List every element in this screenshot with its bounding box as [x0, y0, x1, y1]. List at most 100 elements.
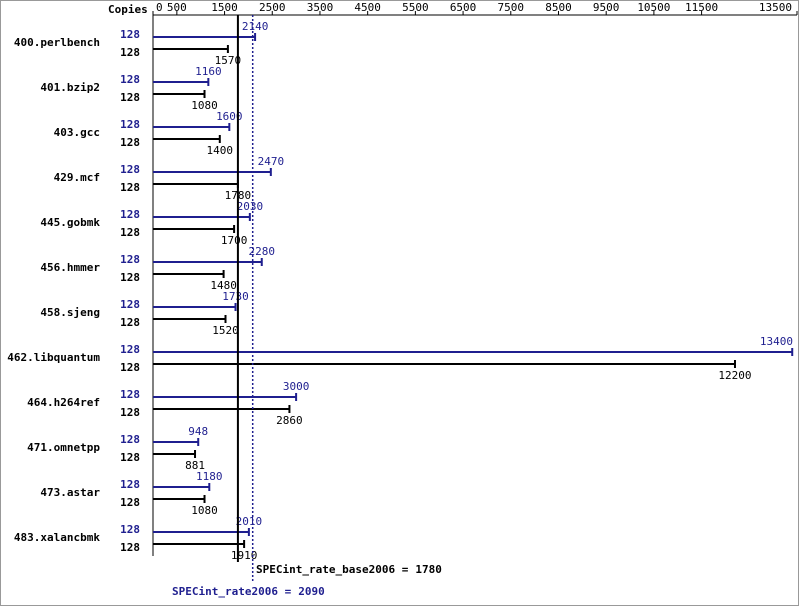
- value-label: 2470: [258, 155, 285, 168]
- value-label: 2280: [249, 245, 276, 258]
- reference-label: SPECint_rate2006 = 2090: [172, 585, 325, 598]
- copies-label: 128: [120, 91, 140, 104]
- bar: [153, 528, 250, 536]
- copies-label: 128: [120, 541, 140, 554]
- value-label: 1520: [212, 324, 239, 337]
- value-label: 2030: [237, 200, 264, 213]
- x-tick-label: 11500: [685, 1, 718, 14]
- bar: [153, 270, 225, 278]
- bar: [153, 540, 246, 548]
- reference-name: SPECint_rate2006 =: [172, 585, 292, 598]
- bar: [153, 90, 206, 98]
- bar: [153, 78, 210, 86]
- x-tick-label: 10500: [637, 1, 670, 14]
- copies-label: 128: [120, 271, 140, 284]
- value-label: 948: [188, 425, 208, 438]
- copies-label: 128: [120, 388, 140, 401]
- copies-label: 128: [120, 406, 140, 419]
- bar: [153, 483, 211, 491]
- copies-label: 128: [120, 298, 140, 311]
- category-label: 401.bzip2: [40, 81, 100, 94]
- value-label: 1480: [210, 279, 237, 292]
- value-label: 2010: [236, 515, 263, 528]
- bar: [153, 45, 229, 53]
- category-label: 471.omnetpp: [27, 441, 100, 454]
- x-tick-label: 500: [167, 1, 187, 14]
- category-label: 462.libquantum: [7, 351, 100, 364]
- x-tick-label: 1500: [211, 1, 238, 14]
- bar: [153, 405, 291, 413]
- x-tick-label: 9500: [593, 1, 620, 14]
- category-label: 483.xalancbmk: [14, 531, 100, 544]
- bar: [153, 135, 221, 143]
- value-label: 1080: [191, 99, 218, 112]
- category-label: 464.h264ref: [27, 396, 100, 409]
- value-label: 2140: [242, 20, 269, 33]
- reference-value: 1780: [415, 563, 442, 576]
- copies-label: 128: [120, 136, 140, 149]
- value-label: 13400: [760, 335, 793, 348]
- copies-label: 128: [120, 523, 140, 536]
- copies-label: 128: [120, 316, 140, 329]
- value-label: 2860: [276, 414, 303, 427]
- copies-label: 128: [120, 163, 140, 176]
- x-tick-label: 8500: [545, 1, 572, 14]
- copies-label: 128: [120, 226, 140, 239]
- category-label: 445.gobmk: [40, 216, 100, 229]
- bar: [153, 495, 206, 503]
- copies-label: 128: [120, 478, 140, 491]
- x-tick-label: 2500: [259, 1, 286, 14]
- bar: [153, 315, 227, 323]
- copies-label: 128: [120, 451, 140, 464]
- x-tick-label: 13500: [759, 1, 792, 14]
- value-label: 1570: [215, 54, 242, 67]
- bar: [153, 225, 236, 233]
- copies-label: 128: [120, 343, 140, 356]
- bar: [153, 348, 794, 356]
- copies-label: 128: [120, 28, 140, 41]
- category-label: 458.sjeng: [40, 306, 100, 319]
- reference-name: SPECint_rate_base2006 =: [256, 563, 409, 576]
- x-tick-label: 3500: [307, 1, 334, 14]
- copies-label: 128: [120, 433, 140, 446]
- category-label: 403.gcc: [54, 126, 100, 139]
- bar: [153, 258, 263, 266]
- x-tick-label: 7500: [498, 1, 525, 14]
- value-label: 1160: [195, 65, 222, 78]
- x-tick-label: 0: [156, 1, 163, 14]
- reference-value: 2090: [298, 585, 325, 598]
- value-label: 3000: [283, 380, 310, 393]
- copies-header: Copies: [108, 3, 148, 16]
- value-label: 1180: [196, 470, 223, 483]
- copies-label: 128: [120, 496, 140, 509]
- bar: [153, 438, 200, 446]
- copies-label: 128: [120, 181, 140, 194]
- value-label: 1730: [222, 290, 249, 303]
- x-tick-label: 4500: [354, 1, 381, 14]
- reference-label: SPECint_rate_base2006 = 1780: [256, 563, 442, 576]
- category-label: 456.hmmer: [40, 261, 100, 274]
- value-label: 1080: [191, 504, 218, 517]
- value-label: 1400: [207, 144, 234, 157]
- bar: [153, 393, 298, 401]
- value-label: 881: [185, 459, 205, 472]
- bar: [153, 123, 231, 131]
- bar: [153, 450, 197, 458]
- bar: [153, 303, 237, 311]
- bar: [153, 360, 736, 368]
- copies-label: 128: [120, 46, 140, 59]
- value-label: 1700: [221, 234, 248, 247]
- category-label: 473.astar: [40, 486, 100, 499]
- bar: [153, 213, 251, 221]
- copies-label: 128: [120, 208, 140, 221]
- copies-label: 128: [120, 361, 140, 374]
- category-label: 429.mcf: [54, 171, 100, 184]
- copies-label: 128: [120, 73, 140, 86]
- x-tick-label: 5500: [402, 1, 429, 14]
- bar: [153, 168, 272, 176]
- copies-label: 128: [120, 118, 140, 131]
- x-tick-label: 6500: [450, 1, 477, 14]
- value-label: 12200: [718, 369, 751, 382]
